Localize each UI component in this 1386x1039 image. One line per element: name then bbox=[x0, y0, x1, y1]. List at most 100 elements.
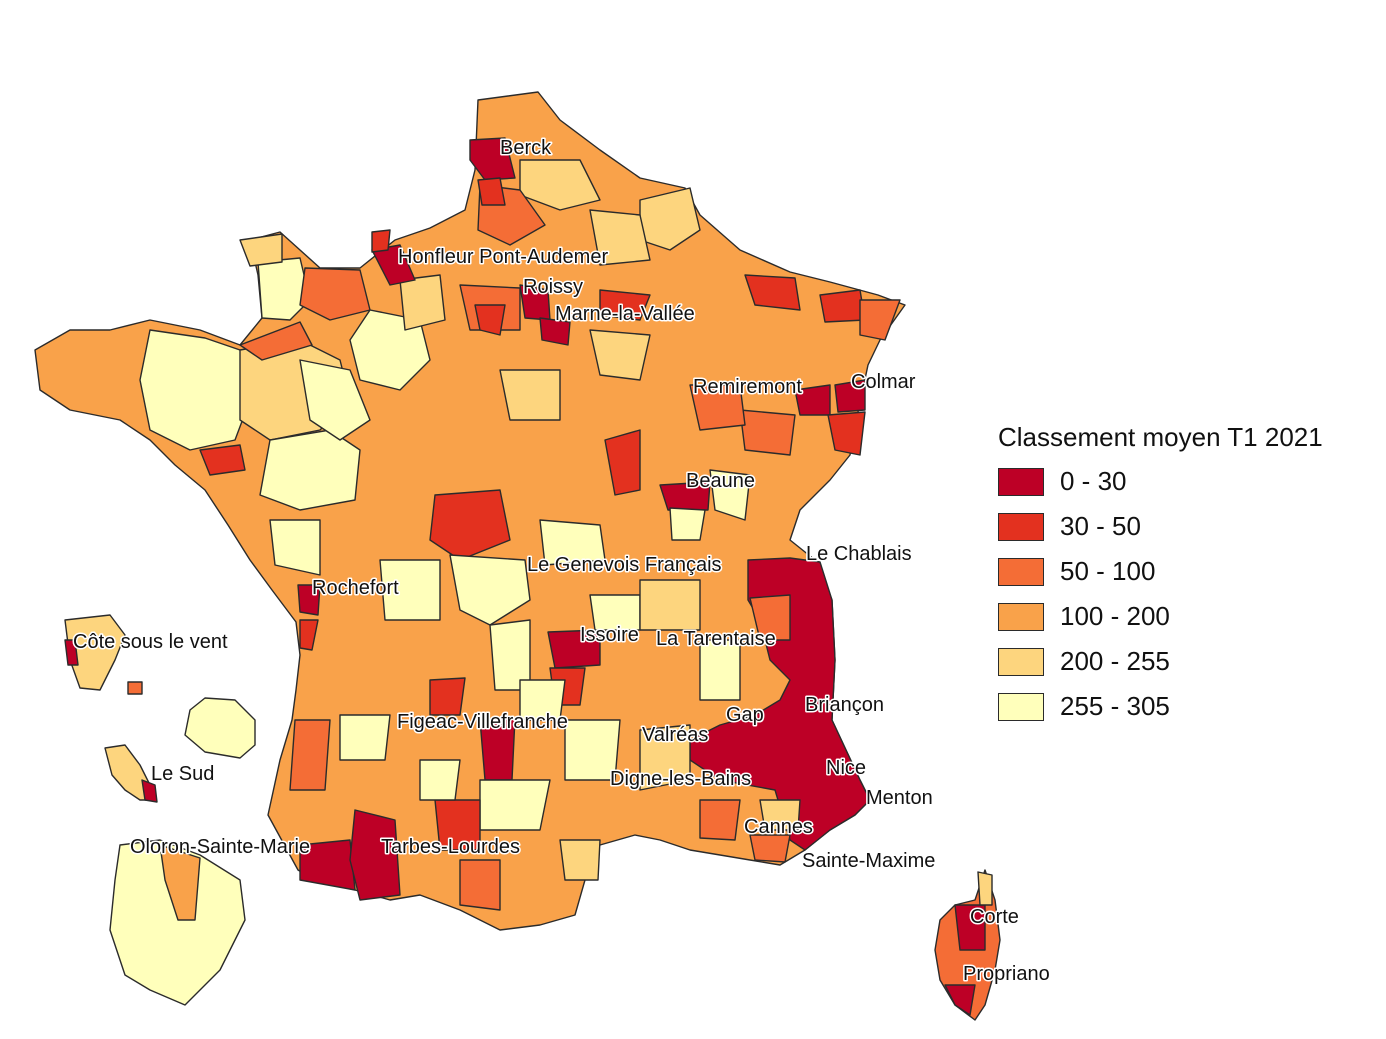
label-cote-sous-le-vent: Côte sous le vent bbox=[73, 631, 228, 653]
zone-beaune-pale bbox=[709, 469, 751, 521]
zone-cannes-light bbox=[759, 799, 801, 831]
label-digne: Digne-les-Bains bbox=[610, 768, 751, 790]
zone-honfleur-red bbox=[371, 244, 416, 286]
label-tarbes: Tarbes-Lourdes bbox=[381, 836, 520, 858]
place-labels: Berck Honfleur Pont-Audemer Roissy Marne… bbox=[72, 136, 1052, 987]
guadeloupe bbox=[64, 614, 143, 695]
zone-guadeloupe-red bbox=[64, 639, 79, 666]
zone-nantes-red bbox=[199, 444, 246, 476]
label-le-sud: Le Sud bbox=[151, 763, 214, 785]
label-remiremont: Remiremont bbox=[693, 376, 802, 398]
legend-label: 50 - 100 bbox=[1060, 556, 1156, 586]
zone-allier-pale bbox=[539, 519, 606, 566]
label-cannes: Cannes bbox=[744, 816, 813, 838]
zone-mulhouse-red bbox=[827, 411, 866, 456]
zone-creuse-pale bbox=[449, 554, 531, 626]
zone-herault-light bbox=[559, 839, 601, 881]
zone-corte-red bbox=[954, 904, 986, 951]
zone-beaune-red bbox=[659, 481, 711, 511]
legend-swatch bbox=[998, 647, 1044, 676]
zone-aveyron-pale bbox=[564, 719, 621, 781]
zone-lot-pale bbox=[519, 679, 566, 721]
legend-label: 255 - 305 bbox=[1060, 691, 1170, 721]
mainland-france bbox=[34, 91, 906, 931]
zone-tarbes-red bbox=[349, 809, 401, 901]
zone-troyes-pale bbox=[589, 329, 651, 381]
legend-swatch bbox=[998, 467, 1044, 496]
label-la-tarentaise: La Tarentaise bbox=[656, 628, 776, 650]
zone-martinique-red bbox=[141, 779, 158, 803]
zone-correze-red bbox=[429, 677, 466, 716]
corsica bbox=[934, 869, 1001, 1021]
legend-item: 30 - 50 bbox=[998, 504, 1323, 549]
label-menton: Menton bbox=[866, 787, 933, 809]
zone-yonne-red bbox=[604, 429, 641, 496]
legend-swatch bbox=[998, 602, 1044, 631]
label-nice: Nice bbox=[826, 757, 866, 779]
label-rochefort: Rochefort bbox=[312, 577, 399, 599]
legend-swatch bbox=[998, 692, 1044, 721]
zone-north-pale bbox=[519, 159, 601, 211]
zone-reunion-pale bbox=[184, 697, 256, 759]
zone-brittany-pale bbox=[139, 329, 251, 451]
legend-label: 0 - 30 bbox=[1060, 466, 1127, 496]
zone-mlv-red bbox=[539, 317, 571, 346]
zone-colmar-red bbox=[834, 379, 866, 413]
zone-jura-pale bbox=[669, 507, 706, 541]
label-le-genevois: Le Genevois Français bbox=[527, 554, 722, 576]
legend-swatch bbox=[998, 512, 1044, 541]
zone-loire-pale bbox=[259, 429, 361, 511]
label-berck: Berck bbox=[500, 137, 552, 159]
zone-meuse-orange bbox=[689, 384, 746, 431]
legend-item: 200 - 255 bbox=[998, 639, 1323, 684]
label-le-chablais: Le Chablais bbox=[806, 543, 912, 565]
zone-alsace-orange bbox=[859, 299, 901, 341]
zone-champagne-orange bbox=[599, 289, 651, 321]
legend-item: 0 - 30 bbox=[998, 459, 1323, 504]
zone-normandy-orange bbox=[299, 267, 371, 321]
guyane bbox=[109, 839, 246, 1006]
zone-maxime-orange bbox=[749, 834, 791, 863]
zone-opal-red bbox=[477, 177, 506, 206]
legend-label: 30 - 50 bbox=[1060, 511, 1141, 541]
zone-charente-red bbox=[299, 619, 319, 651]
legend-item: 50 - 100 bbox=[998, 549, 1323, 594]
legend-label: 100 - 200 bbox=[1060, 601, 1170, 631]
zone-rhone-light bbox=[639, 579, 701, 631]
zone-grenoble-pale bbox=[699, 639, 741, 701]
zone-oloron-red bbox=[299, 839, 356, 891]
label-figeac: Figeac-Villefranche bbox=[397, 711, 568, 733]
zone-vendee-pale bbox=[269, 519, 321, 576]
legend-item: 100 - 200 bbox=[998, 594, 1323, 639]
zone-moselle-orange bbox=[819, 289, 866, 323]
zone-aisne-light bbox=[589, 209, 651, 266]
legend-item: 255 - 305 bbox=[998, 684, 1323, 729]
zone-idf-red bbox=[474, 304, 506, 336]
zone-rochefort-red bbox=[297, 584, 321, 616]
zone-propriano-red bbox=[944, 984, 976, 1016]
zone-normandy-light bbox=[239, 233, 283, 267]
zone-gers-pale bbox=[419, 759, 461, 801]
zone-cap-corse-light bbox=[977, 871, 993, 906]
label-corte: Corte bbox=[970, 906, 1019, 928]
label-honfleur: Honfleur Pont-Audemer bbox=[398, 246, 608, 268]
label-roissy: Roissy bbox=[523, 276, 583, 298]
zone-guadeloupe-islet bbox=[127, 681, 143, 695]
zone-vosges-orange bbox=[739, 409, 796, 456]
zone-poitou-pale bbox=[379, 559, 441, 621]
zone-tarn-red bbox=[434, 799, 481, 851]
zone-normandy-pale bbox=[257, 257, 311, 321]
label-sainte-maxime: Sainte-Maxime bbox=[802, 850, 935, 872]
label-valreas: Valréas bbox=[642, 724, 708, 746]
zone-var-orange bbox=[699, 799, 741, 841]
zone-lorraine-red bbox=[744, 274, 801, 311]
zone-landes-pale bbox=[339, 714, 391, 761]
zone-paris-pale bbox=[399, 274, 446, 331]
legend-label: 200 - 255 bbox=[1060, 646, 1170, 676]
zone-sarthe-pale bbox=[299, 359, 371, 441]
zone-honfleur-coast-red bbox=[371, 229, 391, 253]
label-briancon: Briançon bbox=[805, 694, 884, 716]
map-legend: Classement moyen T1 2021 0 - 30 30 - 50 … bbox=[998, 422, 1323, 729]
label-issoire: Issoire bbox=[580, 624, 639, 646]
